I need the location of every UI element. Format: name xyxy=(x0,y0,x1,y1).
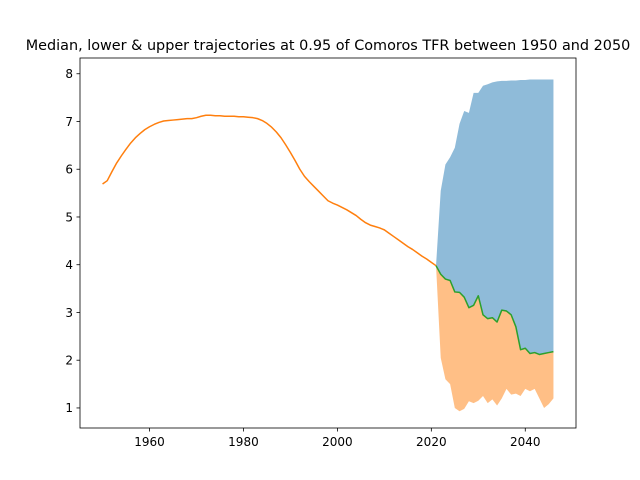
chart-title: Median, lower & upper trajectories at 0.… xyxy=(26,38,631,54)
y-tick-label: 2 xyxy=(65,354,73,368)
y-tick-label: 1 xyxy=(65,401,73,415)
upper-band-area xyxy=(436,79,554,355)
history-line xyxy=(102,114,437,267)
y-tick-label: 5 xyxy=(65,210,73,224)
x-tick-label: 1960 xyxy=(134,435,165,449)
y-tick-label: 4 xyxy=(65,258,73,272)
y-axis: 1 2 3 4 5 6 7 8 xyxy=(65,67,80,415)
y-tick-label: 8 xyxy=(65,67,73,81)
x-tick-label: 2040 xyxy=(510,435,541,449)
x-tick-label: 2000 xyxy=(322,435,353,449)
x-axis: 1960 1980 2000 2020 2040 xyxy=(134,428,541,449)
median-line xyxy=(435,265,554,356)
x-tick-label: 1980 xyxy=(228,435,259,449)
axes-frame xyxy=(79,57,577,429)
y-tick-label: 3 xyxy=(65,306,73,320)
y-tick-label: 6 xyxy=(65,163,73,177)
x-tick-label: 2020 xyxy=(416,435,447,449)
y-tick-label: 7 xyxy=(65,115,73,129)
plot-area xyxy=(102,79,554,412)
lower-band-area xyxy=(436,265,554,412)
